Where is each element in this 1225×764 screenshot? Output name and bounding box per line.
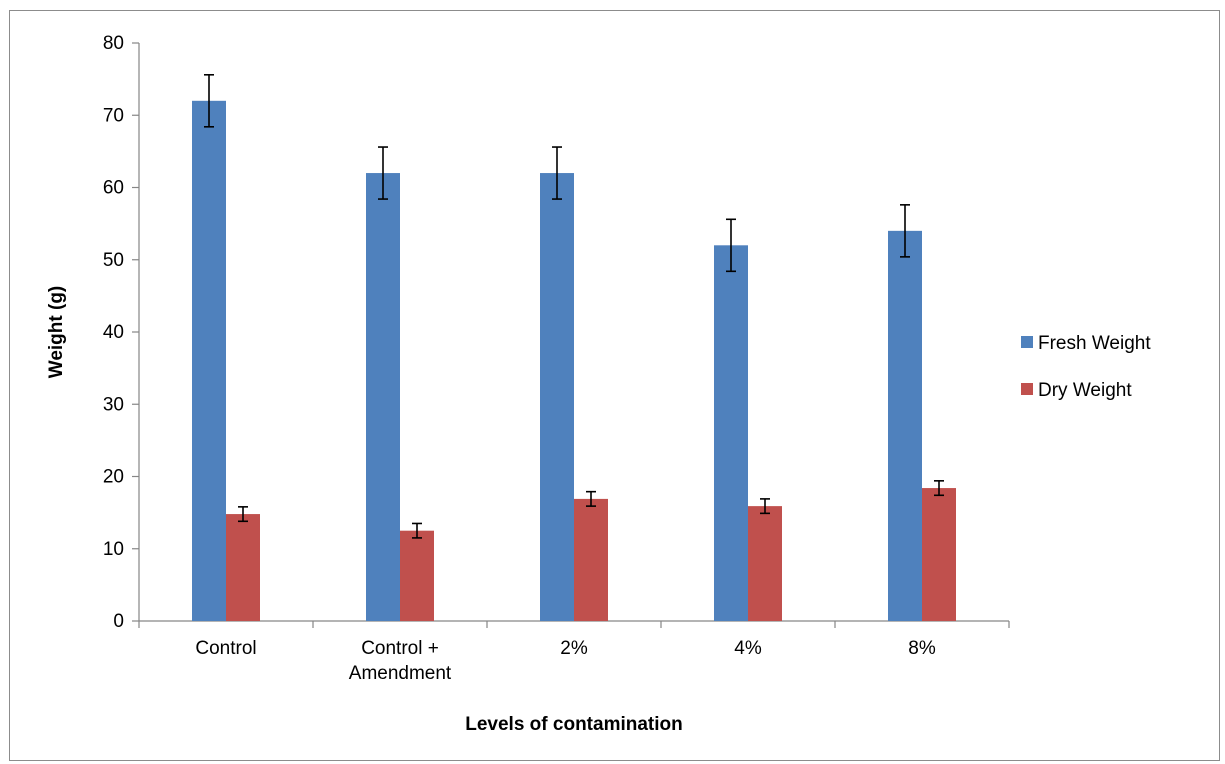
y-tick-label: 50 <box>103 250 124 271</box>
y-tick-label: 70 <box>103 105 124 126</box>
x-category-labels: Control Control + Amendment 2% 4% 8% <box>195 638 935 684</box>
x-category-label-line: 2% <box>560 638 588 659</box>
bar-fresh-weight <box>540 173 574 622</box>
x-category-label: 2% <box>560 638 588 659</box>
bar-fresh-weight <box>192 100 226 622</box>
bar-dry-weight <box>226 514 260 621</box>
chart-frame: 0 10 20 30 40 50 60 70 80 Control Control + Amendm… <box>9 10 1220 761</box>
x-axis-title: Levels of contamination <box>465 714 682 735</box>
legend-swatch-fresh-weight <box>1021 336 1033 348</box>
y-tick-label: 40 <box>103 322 124 343</box>
y-axis-title: Weight (g) <box>46 286 67 379</box>
x-category-label: Control + Amendment <box>349 638 452 684</box>
x-category-label: Control <box>195 638 256 659</box>
error-bars <box>204 73 944 539</box>
y-tick-label: 0 <box>113 611 124 632</box>
x-category-label-line: 4% <box>734 638 762 659</box>
y-tick-label: 80 <box>103 33 124 54</box>
y-tick-label: 30 <box>103 394 124 415</box>
x-category-label: 4% <box>734 638 762 659</box>
y-tick-label: 60 <box>103 178 124 199</box>
legend: Fresh Weight Dry Weight <box>1021 333 1151 401</box>
legend-label-fresh-weight: Fresh Weight <box>1038 333 1151 354</box>
bars <box>192 100 956 622</box>
bar-dry-weight <box>748 506 782 621</box>
bar-dry-weight <box>400 530 434 621</box>
y-tick-label: 10 <box>103 539 124 560</box>
x-category-label-line: Amendment <box>349 663 452 684</box>
axes <box>132 42 1010 628</box>
x-category-label-line: Control + <box>361 638 439 659</box>
y-tick-label: 20 <box>103 467 124 488</box>
x-category-label-line: 8% <box>908 638 936 659</box>
bar-fresh-weight <box>366 173 400 622</box>
legend-label-dry-weight: Dry Weight <box>1038 380 1132 401</box>
y-tick-labels: 0 10 20 30 40 50 60 70 80 <box>103 33 124 632</box>
bar-dry-weight <box>574 498 608 621</box>
bar-dry-weight <box>922 488 956 621</box>
bar-fresh-weight <box>714 245 748 622</box>
chart-svg: 0 10 20 30 40 50 60 70 80 Control Control + Amendm… <box>46 33 1151 735</box>
x-category-label: 8% <box>908 638 936 659</box>
bar-fresh-weight <box>888 230 922 621</box>
x-category-label-line: Control <box>195 638 256 659</box>
legend-swatch-dry-weight <box>1021 383 1033 395</box>
